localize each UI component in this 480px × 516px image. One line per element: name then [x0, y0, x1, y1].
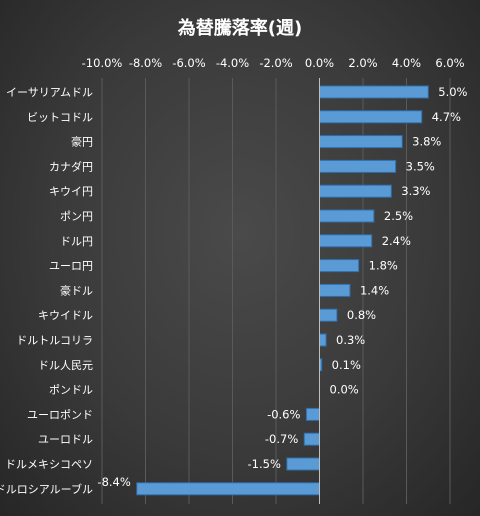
bar [319, 209, 375, 223]
category-label: 豪ドル [60, 283, 93, 297]
grid-lines [101, 78, 451, 504]
category-labels: イーサリアムドルビットコドル豪円カナダ円キウイ円ポン円ドル円ユーロ円豪ドルキウイ… [0, 86, 93, 496]
x-tick-label: -6.0% [172, 56, 205, 70]
category-label: ドル円 [60, 235, 93, 248]
data-label: 0.3% [336, 333, 365, 347]
data-label: -1.5% [248, 457, 281, 471]
bar [319, 184, 392, 198]
category-label: ビットコドル [27, 111, 93, 124]
data-label: 3.3% [401, 184, 430, 198]
data-label: 0.8% [347, 308, 376, 322]
x-tick-label: 4.0% [392, 56, 421, 70]
bar [319, 234, 373, 248]
x-tick-label: -8.0% [129, 56, 162, 70]
category-label: ドルメキシコペソ [5, 458, 93, 471]
bar [286, 457, 320, 471]
bars [136, 85, 429, 496]
x-tick-label: -10.0% [82, 56, 123, 70]
x-tick-label: -4.0% [216, 56, 249, 70]
category-label: 豪円 [71, 135, 93, 149]
data-label: 0.0% [330, 383, 359, 397]
data-label: 1.4% [360, 283, 389, 297]
bar [136, 482, 320, 496]
data-label: 0.1% [332, 358, 361, 372]
bar [319, 110, 423, 124]
data-label: -0.7% [265, 432, 298, 446]
category-label: キウイ円 [49, 185, 93, 198]
x-tick-label: -2.0% [259, 56, 292, 70]
data-label: 5.0% [438, 85, 467, 99]
category-label: ユーロドル [38, 433, 93, 446]
data-label: -0.6% [267, 407, 300, 421]
data-label: 1.8% [369, 259, 398, 273]
data-label: -8.4% [97, 475, 130, 489]
data-labels: 5.0% 4.7% 3.8% 3.5% 3.3% 2.5% 2.4% 1.8% 1.4% 0.8%… [97, 85, 467, 489]
bar [305, 407, 321, 421]
bar [303, 432, 320, 446]
category-label: ドルロシアルーブル [0, 482, 93, 496]
chart-title: 為替騰落率(週) [178, 17, 302, 39]
category-label: ポン円 [60, 210, 93, 223]
category-label: ユーロポンド [27, 408, 93, 421]
category-label: キウイドル [38, 309, 93, 322]
bar [319, 135, 403, 149]
category-label: カナダ円 [49, 159, 93, 173]
category-label: ドル人民元 [38, 359, 93, 372]
bar [319, 159, 397, 173]
bar [319, 259, 360, 273]
category-label: ドルトルコリラ [16, 334, 93, 347]
data-label: 2.5% [384, 209, 413, 223]
bar [319, 308, 338, 322]
category-label: ユーロ円 [49, 260, 93, 273]
category-label: イーサリアムドル [6, 86, 93, 99]
data-label: 4.7% [432, 110, 461, 124]
x-tick-label: 0.0% [305, 56, 334, 70]
data-label: 2.4% [382, 234, 411, 248]
x-axis-ticks: -10.0% -8.0% -6.0% -4.0% -2.0% 0.0% 2.0% 4.0% 6.… [82, 56, 465, 70]
x-tick-label: 2.0% [348, 56, 377, 70]
bar [319, 333, 327, 347]
category-label: ポンドル [49, 384, 93, 397]
bar [319, 85, 429, 99]
bar [319, 283, 351, 297]
data-label: 3.5% [406, 159, 435, 173]
x-tick-label: 6.0% [435, 56, 464, 70]
data-label: 3.8% [412, 135, 441, 149]
